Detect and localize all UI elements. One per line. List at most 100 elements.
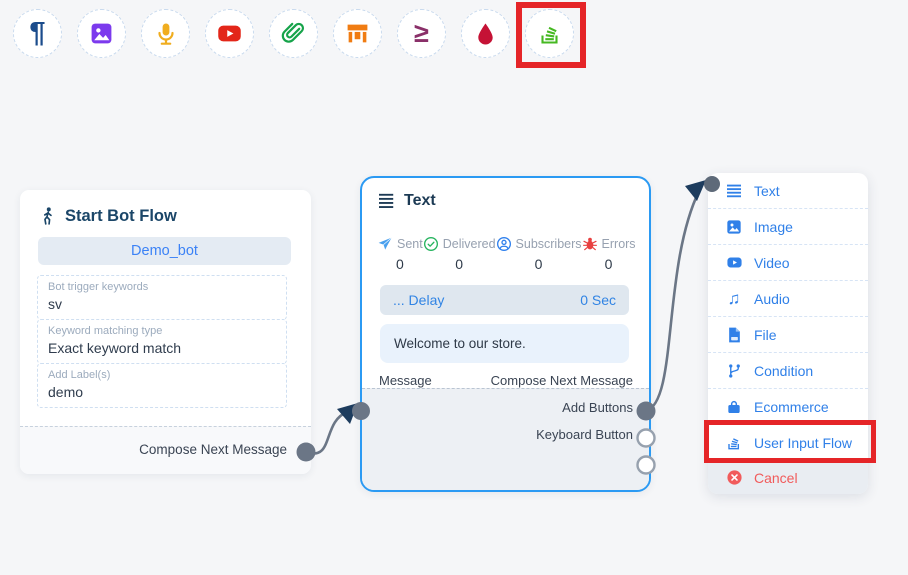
- menu-item-label: Image: [754, 218, 793, 235]
- menu-item-text[interactable]: Text: [708, 173, 868, 209]
- menu-item-file[interactable]: File: [708, 317, 868, 353]
- condition-icon: [725, 363, 743, 379]
- text-add-buttons-port[interactable]: [636, 428, 656, 448]
- divider: [20, 426, 311, 427]
- subscribers-icon: [496, 237, 511, 251]
- toolbar-button-text[interactable]: ¶: [13, 9, 62, 58]
- start-output-port[interactable]: [296, 442, 316, 462]
- delay-value: 0 Sec: [580, 292, 616, 308]
- start-bot-flow-node[interactable]: Start Bot Flow Demo_bot Bot trigger keyw…: [20, 190, 311, 474]
- text-compose-output-port[interactable]: [636, 401, 656, 421]
- add-component-menu: Text Image Video ♫ Audio Fil: [708, 173, 868, 494]
- menu-anchor-port[interactable]: [704, 176, 720, 192]
- audio-icon: ♫: [727, 288, 741, 308]
- menu-item-label: File: [754, 326, 777, 343]
- compose-next-message-port-label: Compose Next Message: [490, 373, 633, 388]
- menu-item-label: Text: [754, 182, 780, 199]
- menu-item-label: Audio: [754, 290, 790, 307]
- stat-value: 0: [455, 256, 464, 272]
- field-value: sv: [48, 296, 62, 312]
- delivered-icon: [423, 237, 438, 251]
- field-trigger-keywords[interactable]: Bot trigger keywords sv: [37, 275, 287, 320]
- text-keyboard-button-port[interactable]: [636, 455, 656, 475]
- errors-icon: [582, 237, 597, 251]
- menu-item-user-input-flow[interactable]: User Input Flow: [708, 425, 868, 461]
- image-icon: [91, 23, 112, 44]
- menu-item-ecommerce[interactable]: Ecommerce: [708, 389, 868, 425]
- arrowhead-icon: [685, 180, 706, 201]
- menu-item-image[interactable]: Image: [708, 209, 868, 245]
- user-input-flow-icon: [540, 26, 558, 44]
- message-input-port-label: Message: [379, 373, 432, 388]
- microphone-icon: [157, 23, 174, 45]
- greater-equal-icon: ≥: [414, 18, 429, 48]
- text-icon: [725, 184, 743, 198]
- stat-value: 0: [395, 256, 404, 272]
- walking-person-icon: [43, 207, 52, 225]
- toolbar-button-ecommerce[interactable]: [333, 9, 382, 58]
- field-value: Exact keyword match: [48, 340, 182, 356]
- add-buttons-port-label: Add Buttons: [562, 400, 633, 415]
- compose-next-message-port-label: Compose Next Message: [139, 442, 287, 457]
- stat-label: Sent: [397, 237, 423, 251]
- field-label: Bot trigger keywords: [48, 281, 149, 293]
- delay-label: ... Delay: [393, 292, 445, 308]
- toolbar-button-user-input-flow[interactable]: [525, 9, 574, 58]
- toolbar-button-condition[interactable]: ≥: [397, 9, 446, 58]
- delay-setting[interactable]: ... Delay 0 Sec: [380, 285, 629, 315]
- field-add-labels[interactable]: Add Label(s) demo: [37, 363, 287, 408]
- stat-value: 0: [534, 256, 543, 272]
- store-icon: [347, 24, 368, 43]
- droplet-icon: [478, 23, 493, 45]
- message-bubble[interactable]: Welcome to our store.: [380, 324, 629, 363]
- keyboard-button-port-label: Keyboard Button: [536, 427, 633, 442]
- stat-label: Subscribers: [515, 237, 582, 251]
- field-label: Add Label(s): [48, 369, 111, 381]
- text-message-input-port[interactable]: [352, 402, 370, 420]
- file-icon: [725, 327, 743, 343]
- paperclip-icon: [281, 22, 305, 43]
- menu-item-cancel[interactable]: Cancel: [708, 461, 868, 494]
- send-icon: [378, 237, 392, 250]
- field-label: Keyword matching type: [48, 325, 163, 337]
- menu-item-label: Ecommerce: [754, 398, 829, 415]
- toolbar-button-video[interactable]: [205, 9, 254, 58]
- user-input-flow-icon: [725, 435, 743, 451]
- stat-subscribers: Subscribers 0: [496, 236, 582, 272]
- start-card-header: Start Bot Flow: [20, 190, 311, 226]
- bot-name-button[interactable]: Demo_bot: [38, 237, 291, 265]
- menu-item-label: Condition: [754, 362, 814, 379]
- field-value: demo: [48, 384, 84, 400]
- ecommerce-icon: [725, 399, 743, 415]
- start-card-footer: Compose Next Message: [20, 426, 311, 474]
- start-card-fields: Bot trigger keywords sv Keyword matching…: [37, 275, 287, 408]
- menu-item-video[interactable]: Video: [708, 245, 868, 281]
- menu-item-label: Cancel: [754, 469, 798, 486]
- stat-delivered: Delivered 0: [423, 236, 496, 272]
- message-text: Welcome to our store.: [394, 336, 526, 351]
- image-icon: [725, 219, 743, 235]
- menu-item-audio[interactable]: ♫ Audio: [708, 281, 868, 317]
- toolbar-button-image[interactable]: [77, 9, 126, 58]
- text-card-title: Text: [404, 192, 436, 209]
- menu-item-label: Video: [754, 254, 790, 271]
- stats-row: Sent 0 Delivered 0: [362, 210, 649, 272]
- menu-item-condition[interactable]: Condition: [708, 353, 868, 389]
- text-node[interactable]: Text Sent 0 Delive: [360, 176, 651, 492]
- menu-item-label: User Input Flow: [754, 434, 853, 451]
- toolbar-button-file[interactable]: [269, 9, 318, 58]
- stat-label: Errors: [601, 237, 636, 251]
- text-card-footer: [362, 388, 649, 490]
- toolbar-button-drip[interactable]: [461, 9, 510, 58]
- stat-sent: Sent 0: [377, 236, 423, 272]
- drag-handle-icon: [379, 193, 394, 208]
- paragraph-icon: ¶: [29, 17, 46, 49]
- cancel-icon: [725, 469, 743, 486]
- connector-text-to-menu: [645, 190, 701, 413]
- youtube-icon: [218, 25, 241, 42]
- toolbar-button-audio[interactable]: [141, 9, 190, 58]
- field-keyword-matching[interactable]: Keyword matching type Exact keyword matc…: [37, 319, 287, 364]
- text-card-header[interactable]: Text: [362, 178, 649, 210]
- stat-errors: Errors 0: [582, 236, 636, 272]
